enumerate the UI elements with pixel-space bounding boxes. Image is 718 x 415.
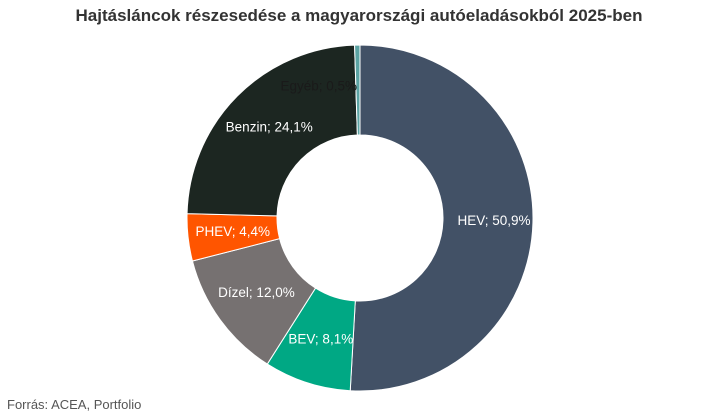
slice-label-bev: BEV; 8,1% xyxy=(288,331,353,346)
slice-label-egyeb: Egyéb; 0,5% xyxy=(280,79,357,94)
slice-label-hev: HEV; 50,9% xyxy=(457,213,530,228)
slice-egyeb xyxy=(354,44,361,136)
chart-title: Hajtásláncok részesedése a magyarországi… xyxy=(75,6,643,25)
slice-label-phev: PHEV; 4,4% xyxy=(196,224,271,239)
slice-hev xyxy=(349,44,534,392)
donut-labels: HEV; 50,9% BEV; 8,1% Dízel; 12,0% PHEV; 4,4… xyxy=(196,79,531,347)
donut-slices xyxy=(186,44,534,392)
source-note: Forrás: ACEA, Portfolio xyxy=(7,397,142,412)
slice-benzin xyxy=(186,44,358,217)
slice-label-dizel: Dízel; 12,0% xyxy=(218,285,295,300)
slice-label-benzin: Benzin; 24,1% xyxy=(226,119,313,134)
